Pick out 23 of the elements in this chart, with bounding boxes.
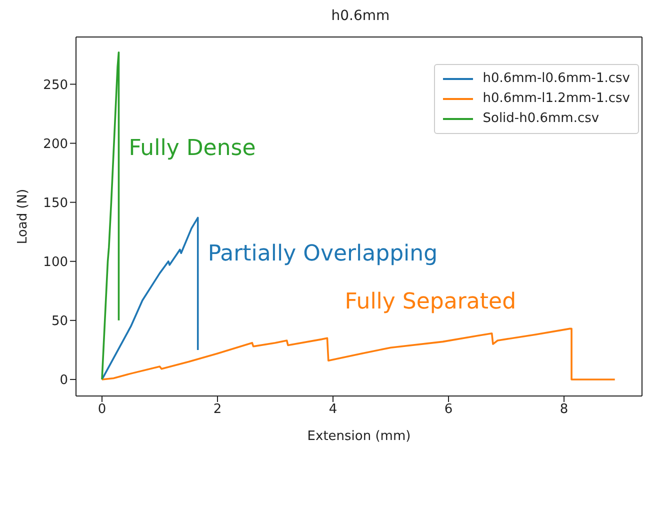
legend-label: h0.6mm-l0.6mm-1.csv [482, 70, 630, 88]
x-tick-label: 0 [98, 402, 106, 418]
y-tick-label: 250 [43, 78, 68, 93]
y-tick-label: 50 [51, 314, 68, 330]
y-tick-label: 0 [60, 373, 68, 388]
x-axis-title: Extension (mm) [307, 429, 411, 444]
annotation: Fully Separated [344, 289, 516, 314]
line-series [101, 216, 199, 380]
x-tick-label: 4 [328, 402, 338, 418]
x-tick-label: 2 [213, 402, 222, 418]
legend-label: h0.6mm-l1.2mm-1.csv [482, 90, 630, 108]
y-tick-label: 150 [43, 196, 68, 211]
line-series [101, 328, 616, 380]
y-tick-label: 100 [43, 254, 68, 270]
x-tick-label: 6 [444, 402, 453, 418]
x-tick-label: 8 [560, 402, 568, 418]
annotation: Fully Dense [128, 136, 256, 162]
line-series [101, 51, 120, 380]
y-tick-label: 200 [43, 136, 68, 152]
annotation: Partially Overlapping [208, 241, 438, 266]
y-axis-title: Load (N) [16, 188, 31, 244]
legend-label: Solid-h0.6mm.csv [482, 110, 600, 128]
chart-title: h0.6mm [330, 8, 391, 26]
